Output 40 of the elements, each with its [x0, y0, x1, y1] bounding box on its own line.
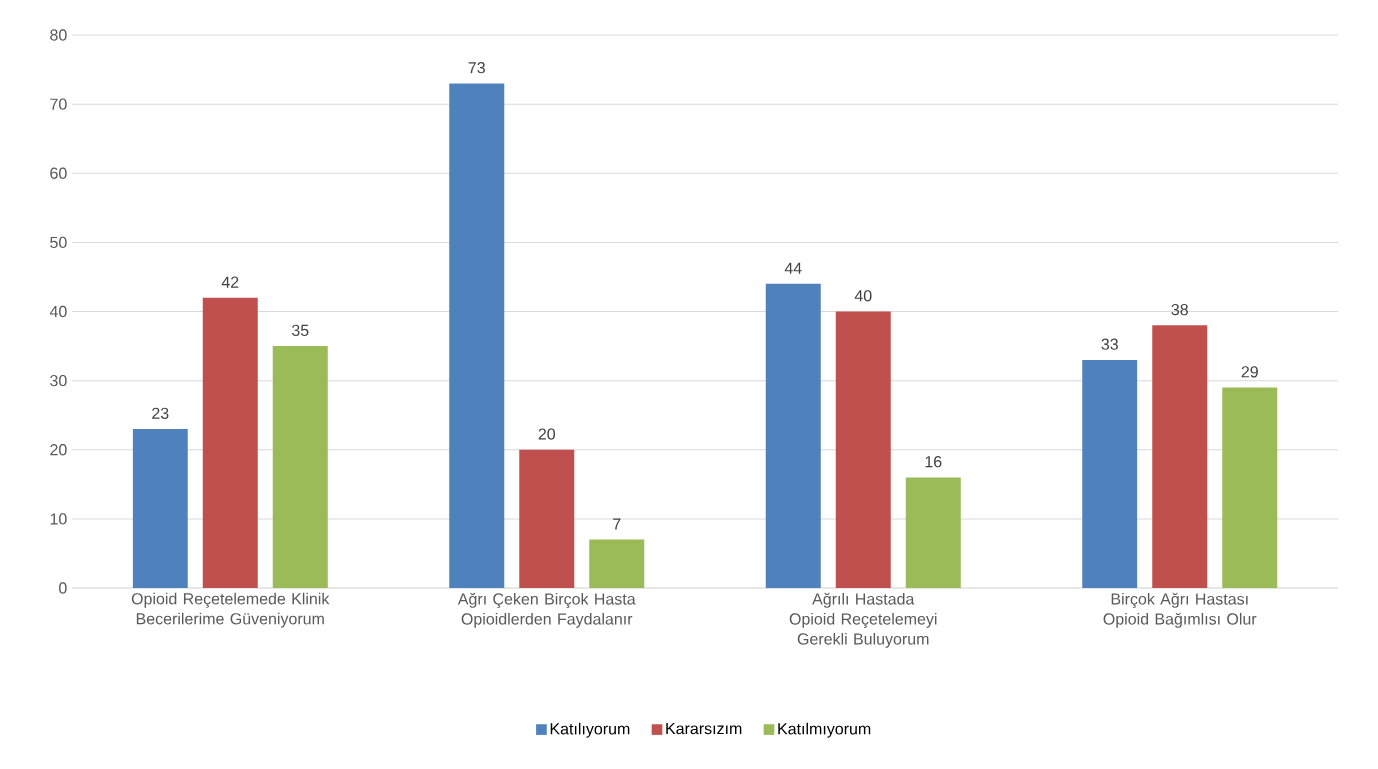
x-tick-label: Birçok Ağrı Hastası Opioid Bağımlısı Olur [1103, 592, 1257, 628]
data-label: 44 [784, 262, 802, 274]
y-tick-label: 50 [50, 236, 67, 249]
bar [519, 449, 575, 588]
data-label: 20 [538, 428, 556, 440]
data-label: 38 [1171, 303, 1188, 316]
bar [1222, 387, 1278, 588]
legend-label: Katılmıyorum [778, 722, 871, 738]
y-tick-label: 60 [50, 167, 67, 179]
x-tick-label: Ağrılı Hastada Opioid Reçetelemeyi Gerekli Buluyorum [789, 592, 937, 648]
legend-label: Kararsızım [666, 723, 742, 735]
y-tick-label: 80 [50, 29, 67, 41]
y-tick-label: 0 [59, 582, 67, 594]
bar [589, 539, 645, 588]
bar [272, 346, 328, 588]
y-tick-label: 70 [50, 98, 67, 110]
data-label: 33 [1101, 338, 1118, 350]
bar [132, 429, 188, 588]
bar [1082, 359, 1138, 588]
data-label: 40 [854, 290, 872, 302]
data-label: 73 [468, 62, 485, 74]
bar [202, 297, 258, 588]
bar [1152, 325, 1208, 588]
data-label: 29 [1241, 366, 1258, 378]
x-tick-label: Ağrı Çeken Birçok Hasta Opioidlerden Faydalanır [457, 592, 636, 628]
bar [449, 83, 505, 588]
data-label: 16 [925, 456, 942, 468]
bar [765, 283, 821, 588]
y-tick-label: 30 [50, 374, 67, 387]
data-label: 42 [221, 276, 239, 288]
x-tick-label: Opioid Reçetelemede Klinik Becerilerime Güveniyorum [131, 592, 330, 628]
data-label: 23 [152, 407, 169, 419]
y-tick-label: 10 [50, 513, 67, 525]
y-tick-label: 20 [50, 444, 67, 456]
bar [835, 311, 891, 588]
y-tick-label: 40 [49, 305, 67, 318]
legend-label: Katılıyorum [550, 722, 630, 738]
data-label: 35 [291, 324, 309, 337]
bar [905, 477, 961, 588]
data-label: 7 [613, 518, 621, 530]
